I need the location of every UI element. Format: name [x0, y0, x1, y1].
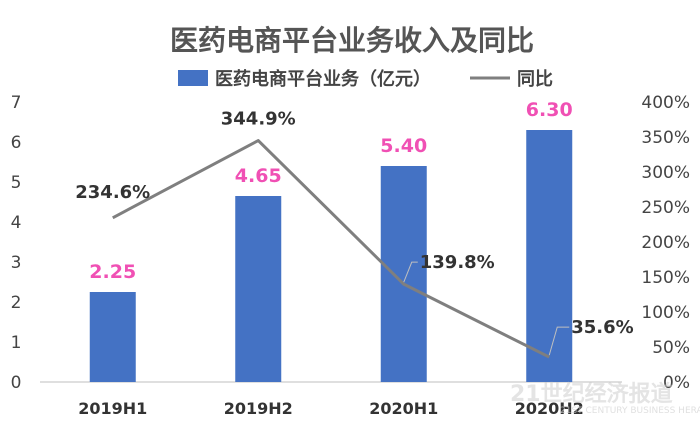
- legend-label-line: 同比: [517, 69, 553, 90]
- y-left-tick-label: 7: [11, 93, 22, 113]
- x-axis: 2019H1 2019H2 2020H1 2020H2: [78, 399, 584, 418]
- line-value-label: 139.8%: [420, 252, 495, 273]
- x-tick-label: 2020H2: [515, 399, 584, 418]
- line-label-leader: [403, 261, 418, 283]
- bar-value-label: 6.30: [526, 99, 573, 121]
- x-tick-label: 2019H1: [78, 399, 147, 418]
- y-right-tick-label: 0%: [663, 373, 690, 393]
- line-label-leader: [548, 326, 570, 356]
- x-tick-label: 2020H1: [369, 399, 438, 418]
- y-right-tick-label: 150%: [641, 268, 690, 288]
- chart-title: 医药电商平台业务收入及同比: [170, 24, 534, 57]
- legend-label-bar: 医药电商平台业务（亿元）: [215, 68, 431, 90]
- y-left-tick-label: 4: [11, 213, 22, 233]
- y-axis-left: 0 1 2 3 4 5 6 7: [11, 93, 22, 393]
- watermark-text: 21世纪经济报道: [510, 381, 673, 407]
- y-right-tick-label: 400%: [641, 93, 690, 113]
- bar-value-label: 4.65: [235, 165, 282, 187]
- legend-swatch-bar: [178, 70, 208, 86]
- bar-value-label: 5.40: [380, 135, 427, 157]
- watermark-subtext: 21ST CENTURY BUSINESS HERALD: [560, 406, 700, 416]
- y-right-tick-label: 200%: [641, 233, 690, 253]
- bar-series: 2.25 4.65 5.40 6.30: [89, 99, 573, 382]
- y-axis-right: 0% 50% 100% 150% 200% 250% 300% 350% 400%: [641, 93, 690, 393]
- bar: [235, 196, 282, 382]
- line-series: 234.6% 344.9% 139.8% 35.6%: [75, 109, 634, 359]
- legend: 医药电商平台业务（亿元） 同比: [178, 68, 553, 90]
- bar: [526, 130, 573, 382]
- y-right-tick-label: 350%: [641, 128, 690, 148]
- y-left-tick-label: 3: [11, 253, 22, 273]
- bar-value-label: 2.25: [89, 261, 136, 283]
- y-right-tick-label: 100%: [641, 303, 690, 323]
- bar: [89, 292, 136, 382]
- watermark: 21世纪经济报道 21ST CENTURY BUSINESS HERALD: [510, 381, 700, 416]
- line-value-label: 344.9%: [221, 109, 296, 130]
- y-left-tick-label: 6: [11, 133, 22, 153]
- y-left-tick-label: 5: [11, 173, 22, 193]
- line-value-label: 35.6%: [571, 317, 633, 338]
- y-right-tick-label: 50%: [652, 338, 690, 358]
- y-right-tick-label: 300%: [641, 163, 690, 183]
- line-value-label: 234.6%: [75, 182, 150, 203]
- bar: [380, 166, 427, 382]
- y-left-tick-label: 1: [11, 333, 22, 353]
- y-left-tick-label: 2: [11, 293, 22, 313]
- y-right-tick-label: 250%: [641, 198, 690, 218]
- x-tick-label: 2019H2: [224, 399, 293, 418]
- line-path: [112, 139, 550, 359]
- y-left-tick-label: 0: [11, 373, 22, 393]
